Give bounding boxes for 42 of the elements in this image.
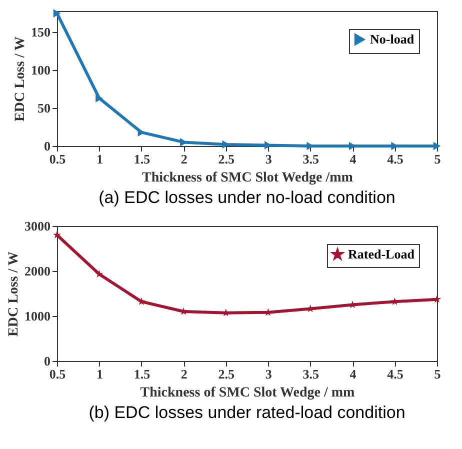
x-axis-title: Thickness of SMC Slot Wedge / mm: [140, 386, 356, 400]
point: [433, 295, 441, 303]
x-tick-label: 1: [96, 366, 103, 382]
y-tick-label: 100: [31, 62, 50, 78]
point: [95, 270, 104, 278]
point: [96, 94, 103, 102]
x-tick-label: 0.5: [49, 366, 66, 382]
x-tick-label: 0.5: [49, 152, 66, 166]
point: [53, 9, 61, 18]
y-tick-label: 1000: [24, 308, 50, 324]
x-tick-label: 1.5: [134, 152, 151, 166]
x-tick-label: 1.5: [134, 366, 151, 382]
y-tick-label: 150: [31, 24, 50, 40]
x-tick-label: 2.5: [218, 366, 236, 382]
text: (a) EDC losses under no-load condition: [98, 188, 396, 207]
point: [433, 142, 441, 150]
y-axis-title: EDC Loss / W: [13, 36, 28, 122]
y-tick-label: 50: [38, 100, 50, 116]
x-tick-label: 5: [434, 152, 442, 166]
x-tick-label: 3.5: [302, 366, 320, 382]
x-tick-label: 5: [434, 366, 442, 382]
text: (b) EDC losses under rated-load condition: [88, 403, 406, 422]
y-tick-label: 0: [44, 138, 50, 154]
x-tick-label: 4: [350, 366, 357, 382]
x-tick-label: 4: [350, 152, 357, 166]
x-tick-label: 2.5: [218, 152, 236, 166]
x-tick-label: 4.5: [387, 152, 404, 166]
x-tick-label: 1: [96, 152, 103, 166]
x-tick-label: 3: [265, 366, 272, 382]
y-tick-label: 2000: [24, 264, 50, 278]
legend-label: No-load: [370, 32, 415, 46]
x-tick-label: 4.5: [387, 366, 404, 382]
y-tick-label: 3000: [24, 218, 50, 234]
x-tick-label: 3: [265, 152, 272, 166]
y-axis-title: EDC Loss / W: [6, 252, 22, 336]
y-tick-label: 0: [44, 354, 50, 368]
legend-label: Rated-Load: [348, 246, 416, 262]
point: [53, 230, 61, 238]
x-tick-label: 2: [180, 152, 188, 166]
x-tick-label: 2: [180, 366, 188, 382]
x-tick-label: 3.5: [302, 152, 320, 166]
x-axis-title: Thickness of SMC Slot Wedge /mm: [142, 170, 354, 186]
